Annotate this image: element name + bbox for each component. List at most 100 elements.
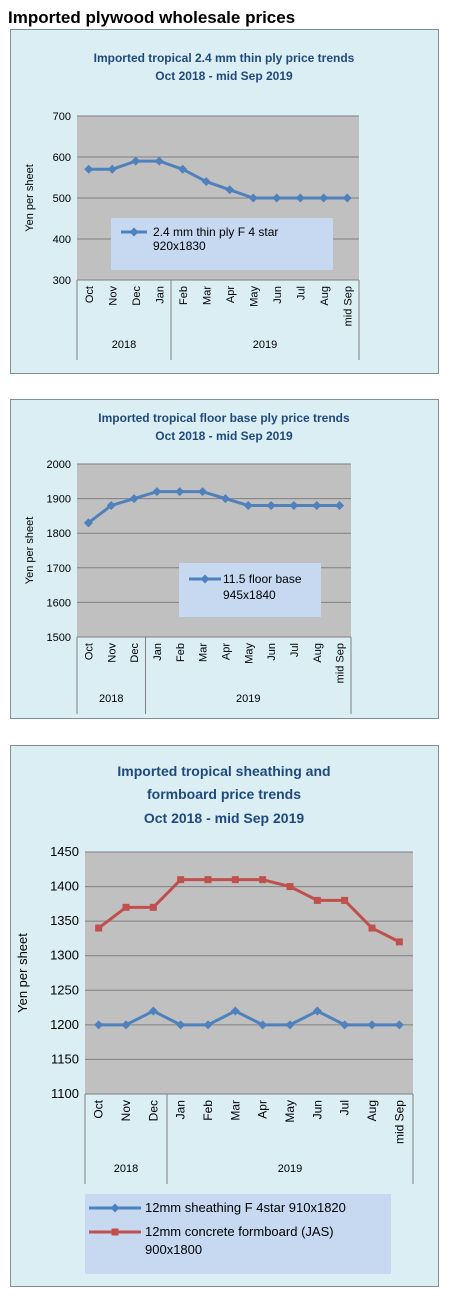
y-tick-label: 1400 (50, 879, 79, 894)
x-tick-label: Jun (266, 643, 278, 661)
x-tick-label: Apr (220, 643, 232, 660)
x-tick-label: Aug (312, 643, 324, 663)
y-tick-label: 700 (53, 111, 71, 123)
legend-label: 12mm concrete formboard (JAS) (145, 1224, 334, 1239)
sheathing-formboard-chart: Imported tropical sheathing and formboard… (15, 763, 414, 1274)
y-tick-label: 1900 (47, 494, 71, 506)
data-point (319, 193, 329, 203)
data-point (341, 896, 349, 904)
x-tick-label: Nov (106, 643, 118, 663)
x-tick-label: Feb (178, 286, 190, 305)
x-tick-label: Feb (201, 1100, 215, 1121)
legend-marker (110, 1203, 120, 1213)
x-tick-label: Nov (119, 1100, 133, 1121)
data-point (225, 185, 235, 195)
page-title: Imported plywood wholesale prices (8, 8, 296, 27)
year-label: 2019 (278, 1163, 302, 1175)
data-point (368, 924, 376, 932)
series-line (97, 878, 401, 944)
legend-box (111, 218, 333, 270)
y-tick-label: 600 (53, 152, 71, 164)
floor-base-chart: Imported tropical floor base ply price t… (24, 411, 352, 714)
data-point (148, 1006, 158, 1016)
data-point (149, 903, 157, 911)
x-tick-label: Apr (225, 286, 237, 303)
series-line (98, 1009, 400, 1027)
data-point (154, 156, 164, 166)
year-label: 2019 (253, 339, 277, 351)
y-tick-label: 1350 (50, 913, 79, 928)
data-point (289, 501, 299, 511)
y-tick-label: 2000 (47, 459, 71, 471)
legend-label: 920x1830 (153, 239, 206, 253)
data-point (272, 193, 282, 203)
legend-marker (111, 1228, 119, 1236)
x-tick-label: Jul (289, 643, 301, 657)
x-tick-label: Oct (83, 643, 95, 660)
y-tick-label: 1250 (50, 982, 79, 997)
data-point (243, 501, 253, 511)
x-tick-label: Aug (319, 286, 331, 306)
data-point (106, 501, 116, 511)
data-point (178, 164, 188, 174)
data-point (84, 164, 94, 174)
year-label: 2018 (99, 693, 123, 705)
y-tick-label: 300 (53, 275, 71, 287)
plot-area (85, 852, 413, 1094)
data-point (394, 1020, 404, 1030)
data-point (335, 501, 345, 511)
x-tick-label: Dec (146, 1100, 160, 1121)
data-point (248, 193, 258, 203)
chart-title-line: Imported tropical floor base ply price t… (98, 411, 350, 425)
x-tick-label: mid Sep (392, 1100, 406, 1144)
y-tick-label: 1800 (47, 528, 71, 540)
chart-title-line: formboard price trends (147, 786, 301, 802)
data-point (94, 1020, 104, 1030)
data-point (152, 487, 162, 497)
x-tick-label: Jun (272, 286, 284, 304)
data-point (107, 164, 117, 174)
data-point (203, 1020, 213, 1030)
data-point (83, 518, 93, 528)
x-tick-label: May (283, 1100, 297, 1123)
data-point (258, 1020, 268, 1030)
data-point (395, 938, 403, 946)
thin-ply-chart: Imported tropical 2.4 mm thin ply price … (24, 51, 360, 360)
data-point (340, 1020, 350, 1030)
y-tick-label: 1100 (51, 1086, 79, 1101)
legend-label: 12mm sheathing F 4star 910x1820 (145, 1200, 346, 1215)
legend-label: 900x1800 (145, 1242, 202, 1257)
data-point (131, 156, 141, 166)
x-tick-label: Jul (295, 286, 307, 300)
data-point (285, 1020, 295, 1030)
data-point (95, 924, 103, 932)
y-tick-label: 1700 (47, 563, 71, 575)
x-tick-label: Oct (92, 1099, 106, 1118)
chart-title-line: Imported tropical sheathing and (117, 763, 330, 779)
chart-title-line: Imported tropical 2.4 mm thin ply price … (94, 51, 355, 65)
y-axis-label: Yen per sheet (24, 164, 36, 231)
y-tick-label: 500 (53, 193, 71, 205)
y-axis-label: Yen per sheet (15, 933, 30, 1013)
data-point (201, 177, 211, 187)
x-tick-label: Jul (338, 1100, 352, 1115)
year-label: 2018 (114, 1163, 138, 1175)
data-point (230, 1006, 240, 1016)
x-tick-label: Mar (228, 1100, 242, 1121)
data-point (295, 193, 305, 203)
data-point (122, 903, 130, 911)
y-tick-label: 1200 (50, 1017, 79, 1032)
x-tick-label: Feb (175, 643, 187, 662)
x-tick-label: May (248, 286, 260, 307)
data-point (312, 501, 322, 511)
chart-title-line: Oct 2018 - mid Sep 2019 (155, 69, 293, 83)
chart-title-line: Oct 2018 - mid Sep 2019 (144, 810, 305, 826)
x-tick-label: Jan (154, 286, 166, 304)
x-tick-label: Jan (174, 1100, 188, 1119)
x-tick-label: Apr (256, 1100, 270, 1119)
data-point (204, 876, 212, 884)
legend-box (179, 563, 321, 617)
floor-base-chart-panel: Imported tropical floor base ply price t… (10, 399, 439, 719)
y-axis-label: Yen per sheet (24, 517, 36, 584)
data-point (175, 487, 185, 497)
